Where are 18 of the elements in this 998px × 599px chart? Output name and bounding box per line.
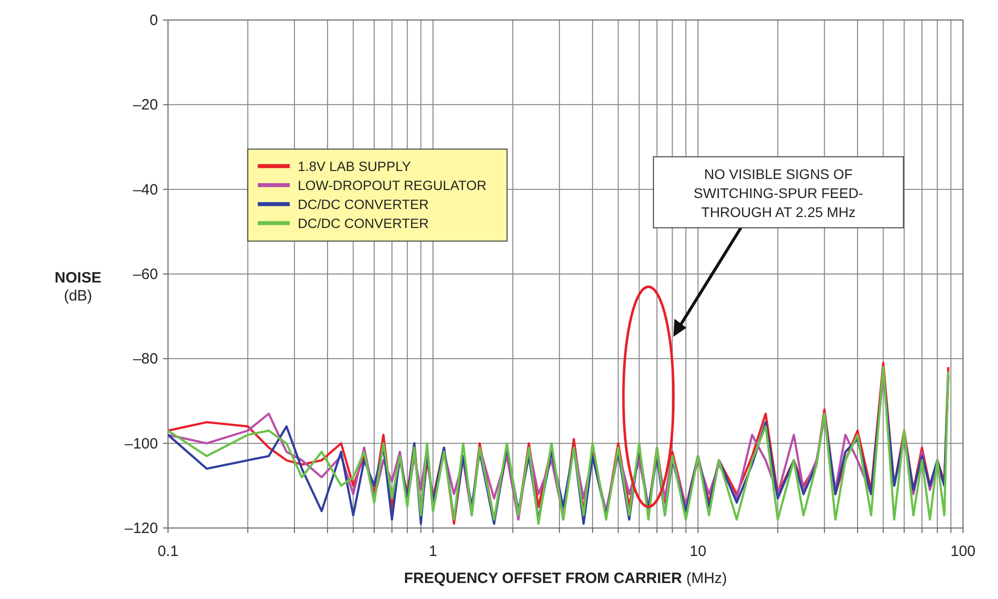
x-tick-label: 100 <box>950 543 976 560</box>
y-tick-label: –120 <box>124 520 158 537</box>
y-tick-label: –60 <box>132 266 158 283</box>
x-tick-label: 0.1 <box>158 543 178 560</box>
x-axis-title: FREQUENCY OFFSET FROM CARRIER (MHz) <box>404 570 728 587</box>
legend-label: LOW-DROPOUT REGULATOR <box>298 178 487 194</box>
x-tick-label: 1 <box>428 543 438 560</box>
annotation: NO VISIBLE SIGNS OF SWITCHING-SPUR FEED-THROUGH AT 2.25 MHz <box>694 166 864 220</box>
y-tick-label: –40 <box>132 181 158 198</box>
y-tick-label: –80 <box>132 350 158 368</box>
legend-label: DC/DC CONVERTER <box>298 197 430 212</box>
x-tick-label: 10 <box>690 543 706 560</box>
legend-label: 1.8V LAB SUPPLY <box>298 159 411 174</box>
y-tick-label: –20 <box>132 96 158 114</box>
legend-label: DC/DC CONVERTER <box>298 216 430 232</box>
y-tick-label: –100 <box>124 435 158 452</box>
y-axis-title: NOISE (dB) <box>54 269 102 304</box>
y-tick-label: 0 <box>150 12 158 29</box>
